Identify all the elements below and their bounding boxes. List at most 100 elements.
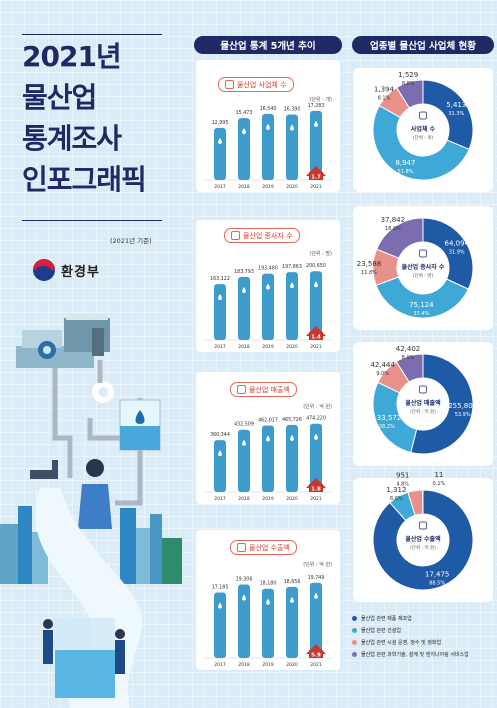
donut-slice: [372, 381, 418, 454]
bar-chart-businesses: 12,995 2017 15,473 2018 16,540 2019 16,390 2020…: [204, 103, 332, 190]
bar: [214, 592, 226, 658]
bar-chart-sales: 360,344 2017 432,509 2018 462,017 2019 465,726…: [204, 416, 332, 502]
sector-header: 업종별 물산업 사업체 현황: [352, 36, 494, 54]
slice-percent-label: 8.8%: [402, 81, 415, 87]
unit-employees: (단위 : 명): [309, 251, 332, 257]
x-tick-label: 2021: [310, 184, 322, 190]
bar-panel-2: 물산업 종사자 수 (단위 : 명) 163,122 2017 183,793 201…: [196, 220, 340, 352]
slice-percent-label: 11.8%: [361, 270, 377, 276]
growth-label: 1.7: [311, 175, 321, 181]
bar: [238, 584, 250, 658]
bar-value-label: 18,656: [284, 579, 301, 585]
bar: [262, 273, 274, 340]
slice-value-label: 951: [396, 472, 409, 480]
bar-drop-icon: [290, 596, 294, 603]
legend-swatch: [352, 651, 357, 657]
legend-item: 물산업 관련 제품 제조업: [352, 612, 492, 624]
bar-drop-icon: [266, 435, 270, 442]
bar: [286, 114, 298, 180]
donut-center-title: 물산업 종사자 수: [402, 263, 445, 271]
bar-value-label: 465,726: [282, 417, 302, 423]
slice-percent-label: 88.5%: [429, 580, 445, 586]
bar-value-label: 19,749: [308, 575, 325, 581]
bar: [262, 588, 274, 658]
donut-slice: [375, 276, 469, 319]
bar: [310, 271, 322, 340]
slice-value-label: 17,475: [425, 570, 450, 578]
left-panel: 2021년 물산업 통계조사 인포그래픽 (2021년 기준) 환경부: [0, 0, 190, 708]
ministry-name: 환경부: [61, 264, 100, 280]
donut-slice: [410, 353, 474, 455]
bar-value-label: 16,390: [284, 106, 301, 112]
x-tick-label: 2017: [214, 496, 226, 502]
unit-exports: (단위 : 억 원): [303, 562, 332, 568]
bar-chart-exports: 17,185 2017 19,306 2018 18,180 2019 18,656 2020…: [204, 575, 332, 668]
donut-hole: [398, 105, 448, 155]
bar-drop-icon: [218, 450, 222, 457]
slice-value-label: 8,947: [395, 159, 415, 167]
bar: [262, 425, 274, 492]
bar-panel-3: 물산업 매출액 (단위 : 억 원) 360,344 2017 432,509 201…: [196, 372, 340, 504]
center-icon: [419, 521, 427, 530]
slice-percent-label: 0.1%: [433, 481, 446, 487]
legend-item: 물산업 관련 건설업: [352, 624, 492, 636]
bar-drop-icon: [290, 282, 294, 289]
bar: [214, 284, 226, 340]
donut-center-title: 물산업 수출액: [405, 535, 440, 543]
donut-center-unit: (단위 : 억 원): [410, 544, 436, 551]
slice-value-label: 42,444: [370, 361, 395, 369]
bar-panel-1: 물산업 사업체 수 (단위 : 개) 12,995 2017 15,473 2018 1…: [196, 60, 340, 192]
slice-value-label: 1,394: [374, 86, 395, 94]
title-line-1: 2021년: [22, 40, 122, 73]
x-tick-label: 2017: [214, 662, 226, 668]
bar-drop-icon: [242, 286, 246, 293]
bar-panel-4: 물산업 수출액 (단위 : 억 원) 17,185 2017 19,306 2018 1…: [196, 530, 340, 670]
bar-value-label: 17,283: [308, 103, 325, 109]
bar-value-label: 360,344: [210, 432, 230, 438]
legend-swatch: [352, 639, 357, 645]
x-tick-label: 2019: [262, 344, 274, 350]
slice-value-label: 37,842: [381, 216, 406, 224]
bar: [286, 586, 298, 658]
slice-percent-label: 31.3%: [448, 111, 464, 117]
x-tick-label: 2018: [238, 496, 250, 502]
bar-drop-icon: [218, 294, 222, 301]
bar-value-label: 200,650: [306, 263, 326, 269]
legend-swatch: [352, 627, 357, 633]
bar: [238, 276, 250, 340]
slice-value-label: 23,588: [357, 260, 382, 268]
x-tick-label: 2017: [214, 184, 226, 190]
bar-drop-icon: [218, 602, 222, 609]
bar-drop-icon: [266, 283, 270, 290]
bar: [286, 424, 298, 492]
slice-value-label: 42,402: [396, 345, 421, 353]
slice-value-label: 1,312: [386, 486, 406, 494]
bar-value-label: 18,180: [260, 581, 277, 587]
bar-value-label: 163,122: [210, 276, 230, 282]
bar: [214, 128, 226, 180]
water-drop-icon: [135, 410, 145, 424]
slice-value-label: 64,094: [444, 240, 469, 248]
x-tick-label: 2020: [286, 496, 298, 502]
donut-hole: [398, 243, 448, 293]
bar: [238, 429, 250, 492]
slice-percent-label: 51.8%: [398, 169, 414, 175]
slice-percent-label: 8.9%: [402, 355, 415, 361]
center-icon: [419, 249, 427, 258]
slice-value-label: 255,803: [448, 402, 477, 410]
growth-badge: [309, 650, 323, 658]
faucet-icon: [30, 470, 58, 479]
bar-value-label: 193,480: [258, 266, 278, 272]
taeguk-icon: [33, 259, 55, 281]
bar-drop-icon: [242, 594, 246, 601]
x-tick-label: 2019: [262, 662, 274, 668]
donut-slice: [395, 79, 424, 109]
bar-value-label: 474,220: [306, 416, 326, 422]
slice-value-label: 75,124: [409, 301, 434, 309]
title-line-3: 통계조사: [22, 122, 122, 155]
ministry-logo: 환경부: [33, 259, 100, 281]
growth-label: 1.8: [311, 487, 321, 493]
